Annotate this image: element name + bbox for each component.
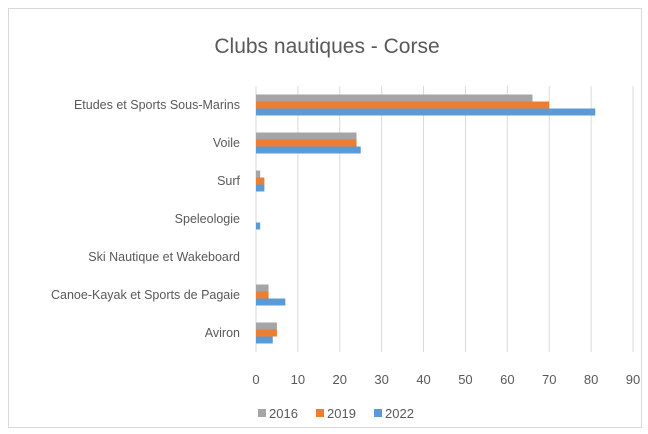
bar-2022-5 xyxy=(256,298,286,306)
bar-2016-1 xyxy=(256,132,357,140)
x-tick-label: 0 xyxy=(252,372,259,387)
category-labels: Etudes et Sports Sous-Marins Voile Surf Spe… xyxy=(51,98,241,340)
legend-label: 2022 xyxy=(385,406,414,421)
bar-2019-5 xyxy=(256,291,269,299)
x-tick-label: 20 xyxy=(333,372,347,387)
legend-swatch-2022 xyxy=(374,409,382,417)
legend-label: 2019 xyxy=(327,406,356,421)
bar-2022-1 xyxy=(256,146,361,154)
legend-swatch-2016 xyxy=(258,409,266,417)
x-tick-label: 50 xyxy=(458,372,472,387)
category-label: Voile xyxy=(213,136,240,150)
legend-label: 2016 xyxy=(269,406,298,421)
x-tick-label: 70 xyxy=(542,372,556,387)
category-label: Aviron xyxy=(205,326,240,340)
legend: 2016 2019 2022 xyxy=(258,406,414,421)
x-tick-labels: 0 10 20 30 40 50 60 70 80 90 xyxy=(252,372,640,387)
chart-frame xyxy=(8,8,642,428)
bar-2016-0 xyxy=(256,94,533,102)
x-tick-label: 30 xyxy=(374,372,388,387)
category-label: Etudes et Sports Sous-Marins xyxy=(74,98,240,112)
x-tick-label: 10 xyxy=(291,372,305,387)
bar-2019-0 xyxy=(256,101,550,109)
category-label: Speleologie xyxy=(175,212,240,226)
category-label: Ski Nautique et Wakeboard xyxy=(88,250,240,264)
bar-2016-6 xyxy=(256,322,277,330)
bars-layer xyxy=(256,94,596,344)
x-tick-label: 80 xyxy=(584,372,598,387)
legend-swatch-2019 xyxy=(316,409,324,417)
bar-2022-6 xyxy=(256,336,273,344)
bar-2022-0 xyxy=(256,108,596,116)
x-tick-label: 40 xyxy=(416,372,430,387)
bar-2019-6 xyxy=(256,329,277,337)
chart-title: Clubs nautiques - Corse xyxy=(214,35,439,58)
bar-2016-5 xyxy=(256,284,269,292)
x-tick-label: 60 xyxy=(500,372,514,387)
grid-layer xyxy=(255,86,634,352)
x-tick-label: 90 xyxy=(626,372,640,387)
bar-2022-2 xyxy=(256,184,265,192)
bar-2019-1 xyxy=(256,139,357,147)
bar-2022-3 xyxy=(256,222,261,230)
bar-2019-2 xyxy=(256,177,265,185)
bar-2016-2 xyxy=(256,170,261,178)
category-label: Canoe-Kayak et Sports de Pagaie xyxy=(51,288,240,302)
category-label: Surf xyxy=(217,174,240,188)
